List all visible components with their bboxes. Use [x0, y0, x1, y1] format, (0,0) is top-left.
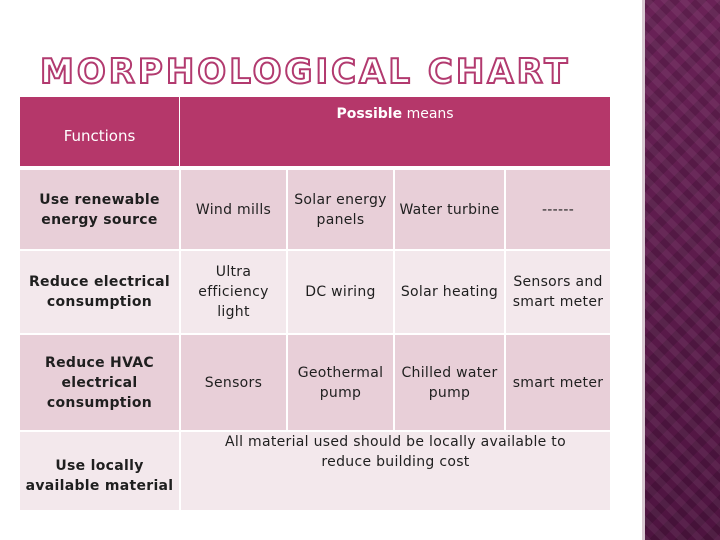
- row-1-mean-3: Water turbine: [395, 170, 504, 249]
- row-1-mean-2: Solar energy panels: [288, 170, 393, 249]
- row-3-mean-4: smart meter: [506, 335, 610, 430]
- header-possible-means: Possible means: [180, 97, 610, 166]
- row-4-function: Use locally available material: [20, 432, 179, 510]
- row-1-mean-1: Wind mills: [181, 170, 286, 249]
- row-2-mean-3: Solar heating: [395, 251, 504, 333]
- header-functions-label: Functions: [63, 127, 136, 145]
- header-possible-word: Possible: [336, 106, 403, 122]
- header-possible-means-label: Possible means: [180, 106, 610, 122]
- row-2-mean-1: Ultra efficiency light: [181, 251, 286, 333]
- row-1-function: Use renewable energy source: [20, 170, 179, 249]
- decorative-side-band: [642, 0, 720, 540]
- row-4-merged-means: All material used should be locally avai…: [181, 432, 610, 510]
- row-3-function: Reduce HVAC electrical consumption: [20, 335, 179, 430]
- row-2-mean-2: DC wiring: [288, 251, 393, 333]
- header-means-word: means: [406, 106, 454, 122]
- row-2-function: Reduce electrical consumption: [20, 251, 179, 333]
- row-3-mean-2: Geothermal pump: [288, 335, 393, 430]
- header-functions: Functions: [20, 97, 179, 166]
- slide-title: MORPHOLOGICAL CHART: [39, 51, 571, 93]
- row-3-mean-1: Sensors: [181, 335, 286, 430]
- row-2-mean-4: Sensors and smart meter: [506, 251, 610, 333]
- row-3-mean-3: Chilled water pump: [395, 335, 504, 430]
- row-1-mean-4: ------: [506, 170, 610, 249]
